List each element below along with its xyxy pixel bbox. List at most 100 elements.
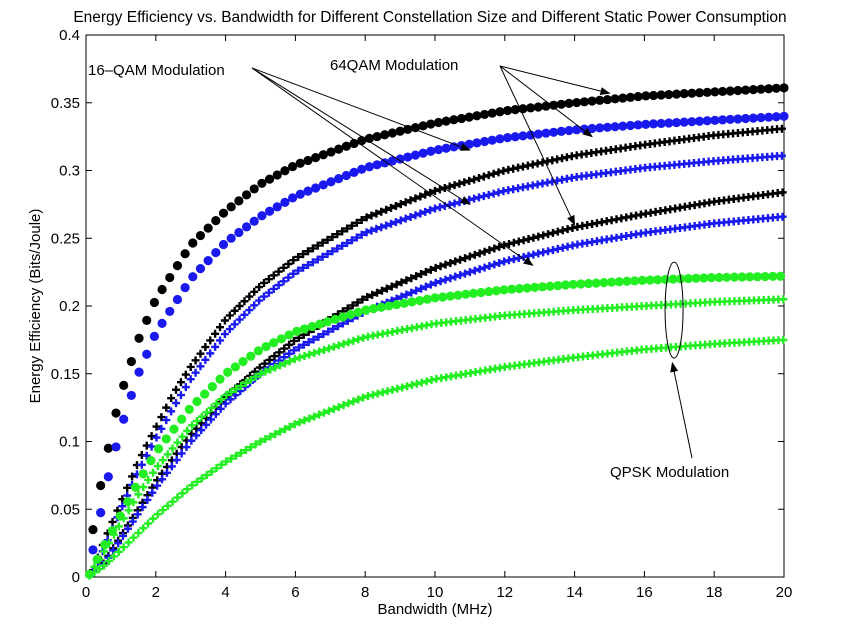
data-point [329, 404, 338, 413]
data-point [323, 250, 332, 259]
data-point [187, 436, 196, 445]
data-point [139, 483, 148, 492]
data-point [269, 338, 279, 348]
data-point [305, 350, 314, 359]
data-point [146, 456, 156, 466]
data-point [324, 344, 333, 353]
data-point [177, 449, 186, 458]
data-point [167, 394, 176, 403]
data-point [307, 321, 317, 332]
data-point [186, 375, 195, 384]
data-point [507, 284, 517, 294]
data-point [687, 88, 697, 98]
data-point [158, 506, 167, 515]
data-point [717, 115, 728, 125]
data-point [745, 272, 755, 282]
x-tick-label: 6 [291, 584, 299, 601]
data-point [212, 464, 221, 473]
data-point [274, 281, 283, 290]
data-point [495, 259, 504, 268]
data-point [475, 265, 484, 274]
data-point [641, 119, 651, 129]
y-tick-label: 0.25 [51, 230, 80, 247]
data-point [109, 552, 118, 561]
series-7 [85, 295, 788, 579]
data-point [426, 119, 436, 129]
data-point [285, 422, 294, 431]
data-point [357, 164, 367, 174]
data-point [402, 276, 411, 285]
data-point [322, 317, 333, 327]
data-point [303, 186, 313, 196]
data-point [431, 186, 439, 195]
data-point [415, 295, 425, 306]
data-point [362, 228, 371, 237]
data-point [641, 91, 651, 101]
data-point [103, 472, 113, 482]
data-point [206, 336, 215, 345]
data-point [272, 170, 282, 180]
x-axis-label: Bandwidth (MHz) [377, 601, 492, 618]
data-point [158, 456, 167, 465]
data-point [733, 114, 743, 124]
data-point [192, 416, 201, 425]
data-point [392, 280, 401, 289]
data-point [595, 95, 605, 105]
data-point [485, 262, 494, 271]
data-point [236, 381, 245, 390]
data-point [706, 273, 717, 283]
data-point [284, 259, 293, 268]
x-tick-label: 10 [427, 584, 444, 601]
data-point [167, 462, 176, 471]
annotation-label: 16–QAM Modulation [88, 62, 225, 79]
data-point [315, 347, 324, 356]
data-point [410, 123, 421, 133]
data-point [308, 258, 317, 267]
data-point [249, 184, 259, 194]
data-point [380, 130, 390, 140]
data-point [702, 87, 712, 97]
data-point [235, 302, 244, 310]
data-point [109, 530, 118, 539]
data-point [285, 357, 294, 366]
data-point [421, 207, 430, 216]
data-point [188, 238, 198, 248]
data-point [276, 334, 287, 344]
data-point [315, 410, 324, 419]
data-point [245, 292, 254, 301]
data-point [494, 188, 503, 197]
data-point [484, 171, 493, 180]
data-point [147, 442, 156, 451]
data-point [687, 117, 697, 127]
data-point [313, 241, 322, 250]
data-point [401, 198, 410, 207]
data-point [341, 141, 351, 151]
data-point [341, 170, 351, 181]
data-point [440, 183, 449, 192]
data-point [465, 268, 474, 277]
data-point [201, 343, 210, 352]
data-point [464, 112, 474, 122]
data-point [403, 152, 413, 162]
data-point [618, 93, 628, 103]
data-point [180, 282, 190, 293]
data-point [119, 543, 128, 552]
data-point [241, 190, 252, 200]
data-point [85, 571, 94, 580]
data-point [157, 413, 166, 422]
data-point [211, 410, 220, 419]
data-point [537, 282, 548, 292]
x-tick-label: 0 [82, 584, 90, 601]
data-point [167, 407, 176, 416]
data-point [241, 446, 250, 455]
data-point [216, 323, 225, 332]
data-point [683, 273, 693, 284]
data-point [479, 172, 488, 181]
data-point [412, 286, 421, 295]
data-point [334, 174, 344, 184]
data-point [702, 116, 712, 126]
data-point [397, 278, 406, 287]
data-point [280, 359, 289, 368]
data-point [334, 144, 344, 154]
data-point [368, 290, 377, 299]
